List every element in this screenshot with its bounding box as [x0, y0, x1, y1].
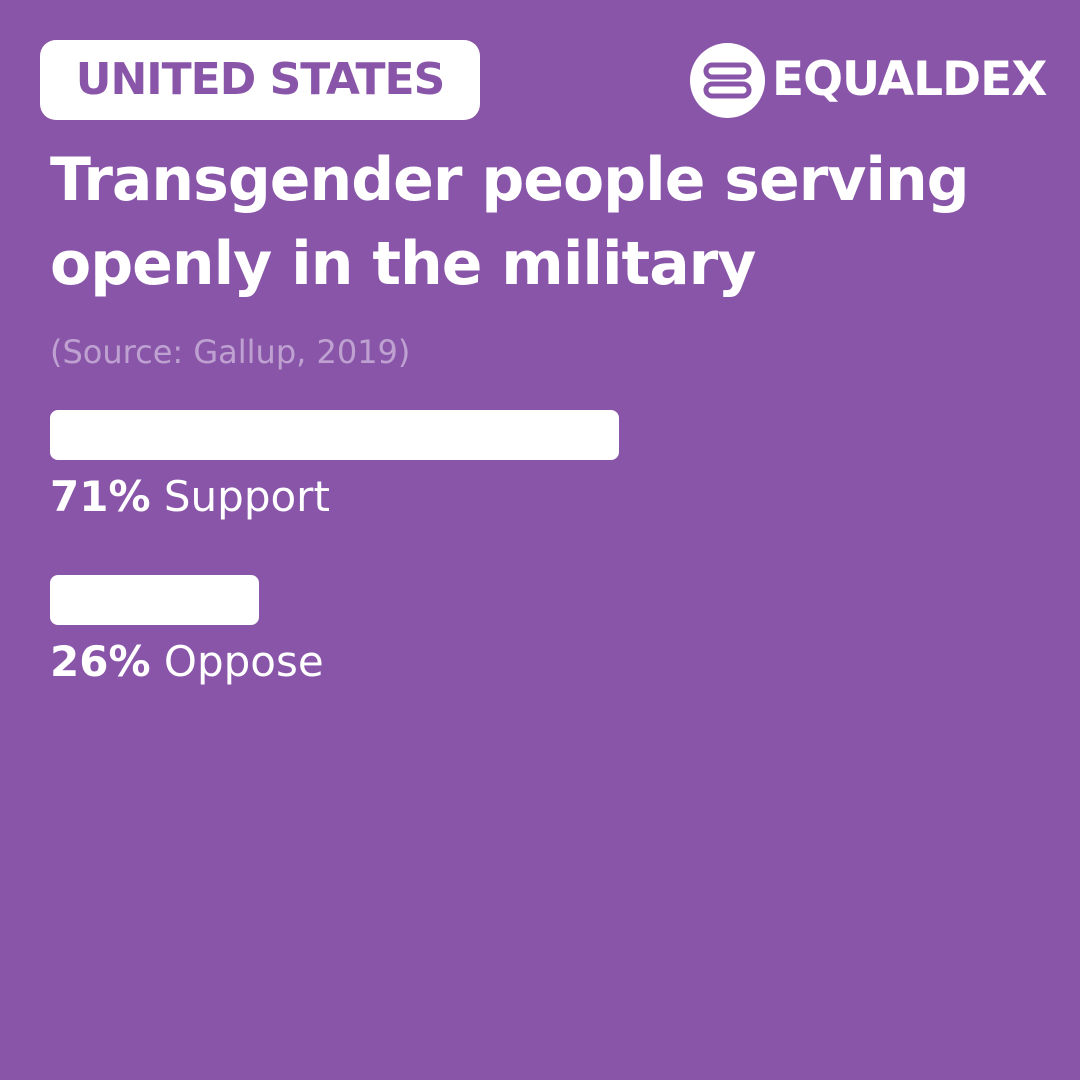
value-label: 26% — [50, 637, 151, 686]
bar-label: 71% Support — [50, 472, 330, 522]
brand-logo — [690, 43, 765, 118]
bar — [50, 575, 259, 625]
brand-name: EQUALDEX — [772, 52, 1047, 107]
chart-subtitle: (Source: Gallup, 2019) — [50, 333, 411, 371]
chart-title: Transgender people serving openly in the… — [50, 145, 970, 299]
region-badge: UNITED STATES — [40, 40, 480, 120]
category-label: Oppose — [163, 637, 324, 686]
value-label: 71% — [50, 472, 151, 521]
bar-label: 26% Oppose — [50, 637, 324, 687]
bar — [50, 410, 620, 460]
category-label: Support — [163, 472, 330, 521]
